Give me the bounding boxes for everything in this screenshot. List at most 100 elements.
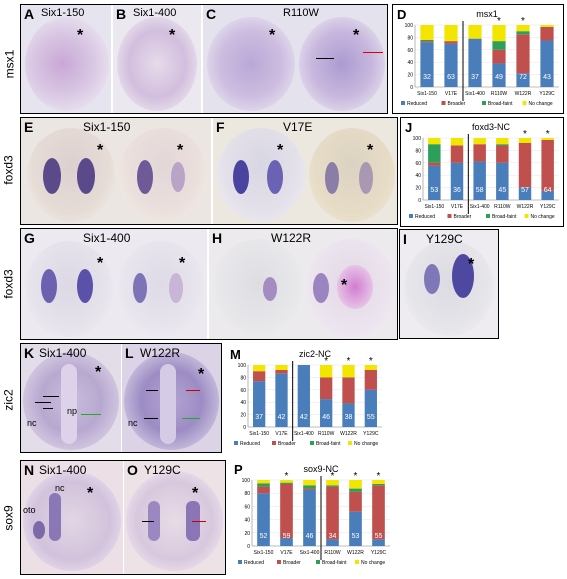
- bar-segment: [541, 190, 554, 200]
- bar-label: 57: [521, 187, 529, 194]
- bar-segment: [540, 26, 554, 41]
- x-tick-label: Y129C: [540, 204, 556, 210]
- legend-swatch: [316, 560, 320, 564]
- asterisk: *: [546, 129, 550, 140]
- panel-title: Six1-400: [39, 463, 87, 477]
- bar-segment: [473, 144, 486, 162]
- bar-segment: [516, 31, 530, 35]
- asterisk: *: [523, 129, 527, 140]
- stain: [171, 162, 185, 192]
- y-tick-label: 100: [405, 23, 414, 29]
- legend-label: No change: [354, 441, 378, 447]
- panel-F: F V17E * *: [213, 118, 397, 224]
- bar-segment: [257, 480, 270, 484]
- x-tick-label: R110W: [324, 550, 341, 556]
- panel-L: L W122R * nc: [122, 344, 221, 452]
- bar-segment: [492, 25, 506, 42]
- panel-letter: H: [212, 230, 223, 246]
- y-tick-label: 20: [415, 186, 421, 192]
- bar-segment: [468, 38, 482, 87]
- asterisk: *: [341, 277, 348, 294]
- x-tick-label: Y129C: [371, 550, 387, 556]
- row3-frame: [20, 228, 398, 340]
- panel-letter: J: [405, 120, 412, 135]
- legend-swatch: [238, 560, 242, 564]
- panel-letter: M: [230, 347, 241, 362]
- legend-swatch: [522, 101, 527, 105]
- x-tick-label: W122R: [347, 550, 364, 556]
- bar-segment: [541, 138, 554, 140]
- stain: [424, 264, 440, 294]
- legend-label: No change: [361, 560, 385, 566]
- bar-segment: [280, 483, 293, 539]
- asterisk: *: [87, 485, 94, 502]
- embryo-image: [299, 17, 385, 111]
- legend-label: Broad-faint: [492, 214, 517, 220]
- bar-segment: [364, 369, 377, 390]
- bar-label: 72: [519, 74, 527, 81]
- bar-segment: [364, 389, 377, 427]
- x-tick-label: Six1-400: [465, 91, 485, 97]
- asterisk: *: [192, 485, 199, 502]
- bar-segment: [492, 49, 506, 64]
- embryo-image: [27, 128, 115, 222]
- bar-segment: [349, 480, 362, 489]
- bar-label: 53: [352, 533, 360, 540]
- bar-segment: [518, 187, 532, 200]
- embryo-image: [211, 239, 305, 339]
- bar-segment: [326, 486, 339, 540]
- y-tick-label: 60: [415, 161, 421, 167]
- bar-segment: [342, 365, 355, 378]
- marker-line: [144, 418, 158, 419]
- bar-segment: [420, 41, 434, 43]
- x-tick-label: R110W: [318, 431, 335, 437]
- bar-segment: [492, 41, 506, 50]
- legend-label: Broader: [448, 101, 466, 107]
- marker-line: [182, 418, 200, 419]
- asterisk: *: [521, 16, 525, 27]
- bar-segment: [257, 483, 270, 487]
- asterisk: *: [353, 27, 360, 44]
- legend-label: Reduced: [240, 441, 260, 447]
- y-tick-label: 20: [407, 73, 413, 79]
- panel-title: Y129C: [426, 232, 463, 246]
- x-tick-label: Six1-150: [249, 431, 269, 437]
- asterisk: *: [347, 356, 351, 367]
- panel-letter: C: [206, 6, 217, 22]
- bar-segment: [444, 41, 458, 44]
- bar-segment: [372, 480, 385, 484]
- panel-G: G Six1-400 * *: [21, 229, 207, 339]
- x-tick-label: V17E: [445, 91, 458, 97]
- bar-segment: [280, 538, 293, 546]
- bar-segment: [326, 480, 339, 486]
- legend-swatch: [355, 560, 359, 564]
- y-tick-label: 100: [413, 136, 422, 142]
- bar-segment: [253, 365, 266, 372]
- row1-frame: [20, 4, 388, 114]
- y-tick-label: 100: [238, 363, 247, 369]
- bar-label: 42: [300, 414, 308, 421]
- bar-segment: [518, 142, 532, 188]
- legend-swatch: [348, 441, 352, 445]
- y-tick-label: 20: [244, 531, 250, 537]
- y-tick-label: 0: [243, 425, 246, 431]
- bar-segment: [444, 25, 458, 42]
- legend-label: Reduced: [244, 560, 264, 566]
- x-tick-label: V17E: [280, 550, 293, 556]
- legend-label: Broader: [278, 441, 296, 447]
- bar-segment: [320, 377, 333, 400]
- stain: [263, 277, 277, 301]
- bar-label: 38: [345, 414, 353, 421]
- bar-segment: [349, 488, 362, 492]
- legend-label: No change: [529, 101, 553, 107]
- neural-plate: [61, 364, 77, 444]
- legend-swatch: [272, 441, 276, 445]
- stain: [77, 269, 93, 303]
- bar-segment: [516, 25, 530, 32]
- bar-segment: [428, 138, 441, 145]
- stain: [267, 160, 283, 194]
- panel-title: Y129C: [144, 463, 181, 477]
- bar-label: 42: [278, 414, 286, 421]
- bar-segment: [253, 371, 266, 382]
- stain: [49, 493, 61, 541]
